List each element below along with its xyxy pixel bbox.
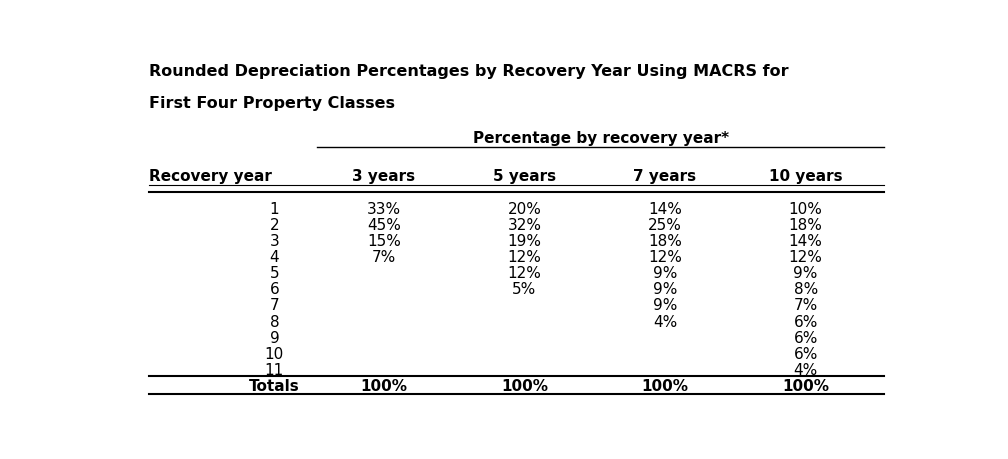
Text: 45%: 45% — [367, 218, 401, 232]
Text: 7: 7 — [269, 298, 279, 313]
Text: 100%: 100% — [501, 378, 548, 393]
Text: Totals: Totals — [249, 378, 299, 393]
Text: 6: 6 — [269, 282, 279, 297]
Text: 10 years: 10 years — [769, 169, 843, 184]
Text: 15%: 15% — [367, 234, 401, 248]
Text: Recovery year: Recovery year — [149, 169, 272, 184]
Text: 18%: 18% — [788, 218, 823, 232]
Text: 1: 1 — [269, 202, 279, 216]
Text: 19%: 19% — [507, 234, 541, 248]
Text: 5 years: 5 years — [493, 169, 556, 184]
Text: 7%: 7% — [372, 250, 396, 264]
Text: 20%: 20% — [507, 202, 541, 216]
Text: 12%: 12% — [507, 266, 541, 280]
Text: 4%: 4% — [793, 362, 817, 377]
Text: 10: 10 — [265, 346, 284, 361]
Text: 6%: 6% — [793, 346, 817, 361]
Text: 10%: 10% — [788, 202, 823, 216]
Text: Percentage by recovery year*: Percentage by recovery year* — [473, 130, 729, 145]
Text: 3 years: 3 years — [352, 169, 415, 184]
Text: 32%: 32% — [507, 218, 541, 232]
Text: 9%: 9% — [793, 266, 817, 280]
Text: Rounded Depreciation Percentages by Recovery Year Using MACRS for: Rounded Depreciation Percentages by Reco… — [149, 64, 789, 79]
Text: 2: 2 — [269, 218, 279, 232]
Text: 12%: 12% — [648, 250, 682, 264]
Text: 9%: 9% — [653, 298, 677, 313]
Text: 12%: 12% — [507, 250, 541, 264]
Text: First Four Property Classes: First Four Property Classes — [149, 96, 395, 111]
Text: 7 years: 7 years — [633, 169, 697, 184]
Text: 100%: 100% — [641, 378, 688, 393]
Text: 9%: 9% — [653, 282, 677, 297]
Text: 25%: 25% — [648, 218, 682, 232]
Text: 6%: 6% — [793, 330, 817, 345]
Text: 3: 3 — [269, 234, 279, 248]
Text: 8: 8 — [269, 314, 279, 329]
Text: 11: 11 — [265, 362, 284, 377]
Text: 18%: 18% — [648, 234, 682, 248]
Text: 4%: 4% — [653, 314, 677, 329]
Text: 4: 4 — [269, 250, 279, 264]
Text: 5: 5 — [269, 266, 279, 280]
Text: 8%: 8% — [793, 282, 817, 297]
Text: 9%: 9% — [653, 266, 677, 280]
Text: 100%: 100% — [782, 378, 830, 393]
Text: 12%: 12% — [788, 250, 823, 264]
Text: 14%: 14% — [788, 234, 823, 248]
Text: 33%: 33% — [367, 202, 401, 216]
Text: 6%: 6% — [793, 314, 817, 329]
Text: 100%: 100% — [360, 378, 407, 393]
Text: 5%: 5% — [512, 282, 536, 297]
Text: 9: 9 — [269, 330, 279, 345]
Text: 7%: 7% — [793, 298, 817, 313]
Text: 14%: 14% — [648, 202, 682, 216]
